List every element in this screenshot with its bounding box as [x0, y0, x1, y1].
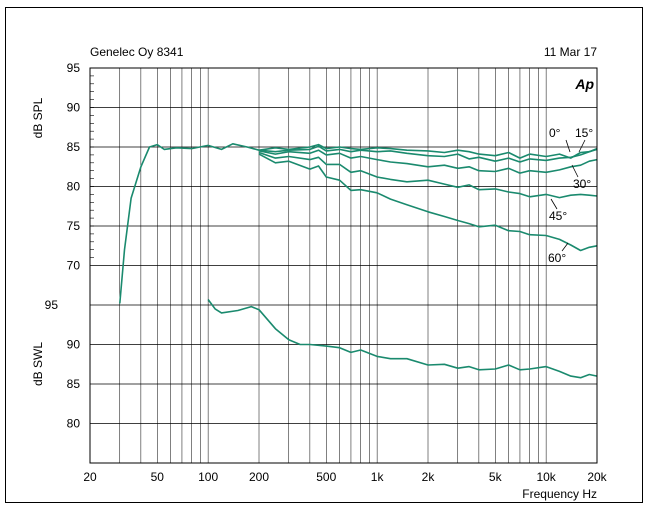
x-tick-label: 50 — [151, 470, 165, 484]
x-tick-label: 1k — [371, 470, 385, 484]
spl-curve-1 — [258, 145, 598, 163]
y-tick-label-swl: 95 — [45, 298, 59, 312]
x-tick-label: 5k — [489, 470, 503, 484]
series-label-45deg: 45° — [549, 209, 567, 223]
x-tick-label: 10k — [536, 470, 556, 484]
leader-30deg — [571, 164, 579, 178]
series-label-30deg: 30° — [573, 177, 591, 191]
plot-border — [89, 67, 598, 464]
spl-curve-0 — [119, 143, 598, 304]
grid — [89, 67, 598, 463]
curves — [119, 143, 598, 379]
series-labels: 0° 15° 30° 45° 60° — [548, 126, 593, 265]
leader-45deg — [550, 198, 558, 210]
y-axis-label-spl: dB SPL — [31, 97, 45, 138]
ap-logo: Ap — [574, 76, 594, 92]
x-tick-label: 100 — [198, 470, 218, 484]
x-tick-label: 200 — [249, 470, 269, 484]
x-tick-label: 500 — [316, 470, 336, 484]
y-axis-label-swl: dB SWL — [31, 342, 45, 386]
y-tick-label-spl: 70 — [67, 259, 81, 273]
device-title: Genelec Oy 8341 — [90, 45, 184, 59]
series-label-15deg: 15° — [575, 126, 593, 140]
y-tick-label-swl: 80 — [67, 417, 81, 431]
x-tick-label: 20k — [587, 470, 607, 484]
tick-labels: 70 75 80 85 90 95 80 85 90 95 20 50 100 200 500 1k 2k 5k 1… — [45, 61, 608, 484]
leader-15deg — [578, 139, 586, 153]
series-label-60deg: 60° — [548, 251, 566, 265]
y-tick-label-spl: 95 — [67, 61, 81, 75]
labels: Genelec Oy 8341 11 Mar 17 Ap dB SPL dB S… — [31, 45, 597, 501]
spl-curve-2 — [258, 149, 598, 174]
spl-curve-3 — [258, 151, 598, 199]
x-tick-label: 2k — [422, 470, 436, 484]
y-tick-label-spl: 80 — [67, 180, 81, 194]
y-tick-label-spl: 75 — [67, 219, 81, 233]
y-tick-label-swl: 90 — [67, 338, 81, 352]
leader-60deg — [561, 242, 569, 252]
leader-0deg — [565, 139, 571, 153]
x-axis-label: Frequency Hz — [522, 487, 597, 501]
y-tick-label-spl: 85 — [67, 140, 81, 154]
swl-curve-0 — [207, 299, 598, 379]
y-tick-label-swl: 85 — [67, 377, 81, 391]
chart-frame — [5, 7, 643, 503]
y-tick-label-spl: 90 — [67, 101, 81, 115]
date-label: 11 Mar 17 — [544, 45, 597, 59]
x-tick-label: 20 — [83, 470, 97, 484]
series-label-0deg: 0° — [549, 126, 561, 140]
spl-curve-4 — [258, 153, 598, 252]
